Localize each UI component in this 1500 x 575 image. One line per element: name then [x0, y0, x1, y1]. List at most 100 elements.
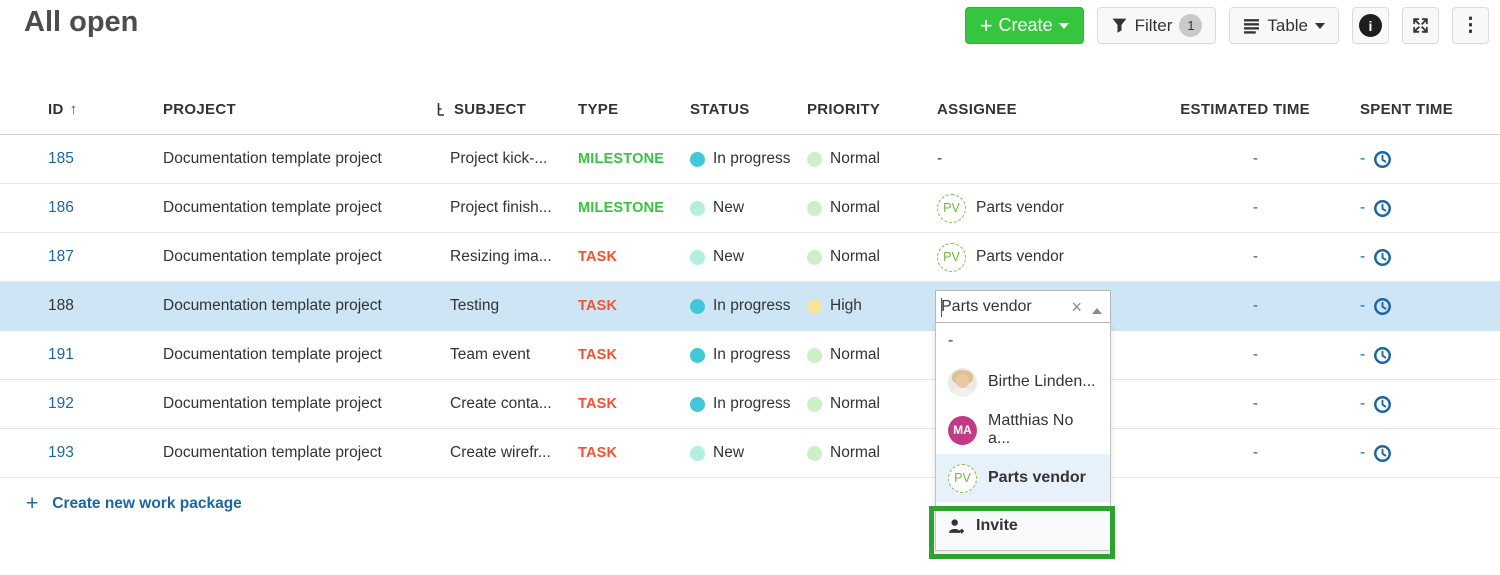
subject-cell[interactable]: Project kick-... [450, 150, 548, 167]
clear-icon[interactable]: × [1071, 297, 1082, 317]
table-row[interactable]: 192 Documentation template project Creat… [0, 380, 1500, 429]
info-button[interactable]: i [1352, 7, 1389, 44]
type-badge[interactable]: MILESTONE [578, 200, 665, 216]
column-header-status[interactable]: STATUS [690, 101, 750, 118]
table-row[interactable]: 191 Documentation template project Team … [0, 331, 1500, 380]
spent-time-cell[interactable]: - [1310, 248, 1500, 267]
work-package-id-link[interactable]: 186 [48, 199, 74, 216]
estimated-time-cell[interactable]: - [1252, 150, 1258, 167]
more-options-button[interactable]: ⋮ [1452, 7, 1489, 44]
work-package-id-link[interactable]: 185 [48, 150, 74, 167]
priority-cell[interactable]: Normal [807, 395, 937, 413]
status-cell[interactable]: In progress [690, 150, 807, 168]
column-header-id[interactable]: ID ↑ [48, 101, 78, 118]
project-cell[interactable]: Documentation template project [163, 199, 382, 216]
subject-cell[interactable]: Resizing ima... [450, 248, 552, 265]
work-package-id-link[interactable]: 191 [48, 346, 74, 363]
column-header-assignee[interactable]: ASSIGNEE [937, 101, 1017, 118]
subject-cell[interactable]: Testing [450, 297, 500, 314]
create-new-work-package-link[interactable]: + Create new work package [26, 492, 242, 515]
priority-cell[interactable]: Normal [807, 346, 937, 364]
priority-cell[interactable]: Normal [807, 199, 937, 217]
subject-cell[interactable]: Team event [450, 346, 531, 363]
status-cell[interactable]: New [690, 444, 807, 462]
create-button[interactable]: + Create [964, 7, 1084, 44]
status-cell[interactable]: In progress [690, 395, 807, 413]
column-header-project[interactable]: PROJECT [163, 101, 236, 118]
spent-time-cell[interactable]: - [1310, 199, 1500, 218]
table-row-selected[interactable]: 188 Documentation template project Testi… [0, 282, 1500, 331]
column-header-estimated-time[interactable]: ESTIMATED TIME [1180, 101, 1310, 118]
type-badge[interactable]: TASK [578, 445, 618, 461]
type-badge[interactable]: MILESTONE [578, 151, 665, 167]
option-parts-vendor[interactable]: PV Parts vendor [936, 454, 1110, 502]
spent-time-cell[interactable]: - [1310, 444, 1500, 463]
status-cell[interactable]: New [690, 248, 807, 266]
project-cell[interactable]: Documentation template project [163, 297, 382, 314]
assignee-search-input[interactable] [941, 297, 1076, 316]
estimated-time-cell[interactable]: - [1252, 395, 1258, 412]
column-header-spent-time[interactable]: SPENT TIME [1360, 101, 1454, 118]
subject-cell[interactable]: Project finish... [450, 199, 552, 216]
project-cell[interactable]: Documentation template project [163, 346, 382, 363]
column-header-type[interactable]: TYPE [578, 101, 619, 118]
type-badge[interactable]: TASK [578, 249, 618, 265]
spent-time-cell[interactable]: - [1310, 297, 1500, 316]
priority-cell[interactable]: Normal [807, 150, 937, 168]
clock-icon[interactable] [1373, 150, 1392, 169]
table-row[interactable]: 186 Documentation template project Proje… [0, 184, 1500, 233]
status-dot [690, 347, 705, 363]
clock-icon[interactable] [1373, 346, 1392, 365]
subject-cell[interactable]: Create wirefr... [450, 444, 551, 461]
clock-icon[interactable] [1373, 444, 1392, 463]
clock-icon[interactable] [1373, 297, 1392, 316]
priority-cell[interactable]: Normal [807, 248, 937, 266]
view-mode-button[interactable]: Table [1229, 7, 1339, 44]
clock-icon[interactable] [1373, 395, 1392, 414]
option-invite[interactable]: Invite [936, 502, 1110, 550]
table-row[interactable]: 185 Documentation template project Proje… [0, 135, 1500, 184]
spent-time-cell[interactable]: - [1310, 395, 1500, 414]
table-row[interactable]: 187 Documentation template project Resiz… [0, 233, 1500, 282]
estimated-time-cell[interactable]: - [1252, 444, 1258, 461]
type-badge[interactable]: TASK [578, 298, 618, 314]
option-matthias[interactable]: MA Matthias No a... [936, 406, 1110, 454]
column-header-priority[interactable]: PRIORITY [807, 101, 881, 118]
work-package-id-link[interactable]: 193 [48, 444, 74, 461]
chevron-up-icon[interactable] [1092, 303, 1102, 314]
priority-dot [807, 151, 822, 167]
estimated-time-cell[interactable]: - [1252, 248, 1258, 265]
work-package-id-link[interactable]: 192 [48, 395, 74, 412]
work-package-id-link[interactable]: 188 [48, 297, 74, 314]
spent-time-cell[interactable]: - [1310, 150, 1500, 169]
work-package-id-link[interactable]: 187 [48, 248, 74, 265]
project-cell[interactable]: Documentation template project [163, 395, 382, 412]
clock-icon[interactable] [1373, 199, 1392, 218]
filter-button[interactable]: Filter 1 [1096, 7, 1217, 44]
status-cell[interactable]: In progress [690, 346, 807, 364]
assignee-cell[interactable]: - [937, 150, 943, 167]
project-cell[interactable]: Documentation template project [163, 444, 382, 461]
priority-cell[interactable]: Normal [807, 444, 937, 462]
type-badge[interactable]: TASK [578, 347, 618, 363]
estimated-time-cell[interactable]: - [1252, 199, 1258, 216]
column-header-subject[interactable]: SUBJECT [430, 101, 578, 118]
assignee-cell[interactable]: PV Parts vendor [937, 242, 1163, 272]
status-cell[interactable]: In progress [690, 297, 807, 315]
project-cell[interactable]: Documentation template project [163, 150, 382, 167]
option-none[interactable]: - [936, 323, 1110, 358]
subject-cell[interactable]: Create conta... [450, 395, 552, 412]
type-badge[interactable]: TASK [578, 396, 618, 412]
fullscreen-button[interactable] [1402, 7, 1439, 44]
status-cell[interactable]: New [690, 199, 807, 217]
assignee-cell[interactable]: PV Parts vendor [937, 193, 1163, 223]
project-cell[interactable]: Documentation template project [163, 248, 382, 265]
clock-icon[interactable] [1373, 248, 1392, 267]
spent-time-cell[interactable]: - [1310, 346, 1500, 365]
table-row[interactable]: 193 Documentation template project Creat… [0, 429, 1500, 478]
estimated-time-cell[interactable]: - [1252, 297, 1258, 314]
option-birthe[interactable]: Birthe Linden... [936, 358, 1110, 406]
priority-cell[interactable]: High [807, 297, 937, 315]
view-mode-label: Table [1267, 15, 1308, 35]
estimated-time-cell[interactable]: - [1252, 346, 1258, 363]
